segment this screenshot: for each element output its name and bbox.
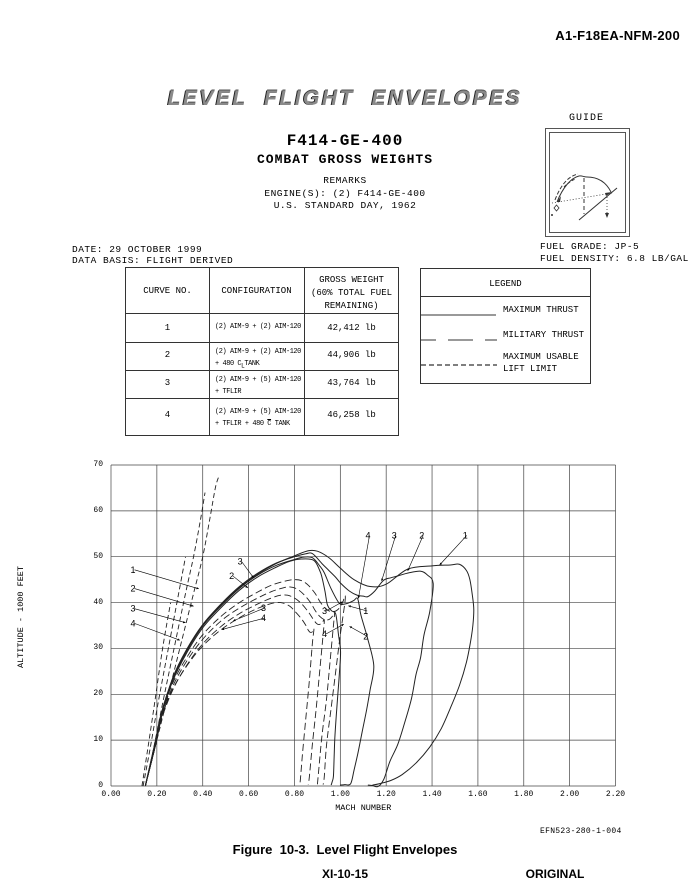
svg-text:4: 4 (366, 530, 371, 540)
svg-text:4: 4 (261, 613, 266, 623)
svg-text:2: 2 (363, 631, 368, 641)
svg-text:3: 3 (261, 603, 266, 613)
svg-text:3: 3 (392, 530, 397, 540)
svg-text:1: 1 (363, 606, 368, 616)
